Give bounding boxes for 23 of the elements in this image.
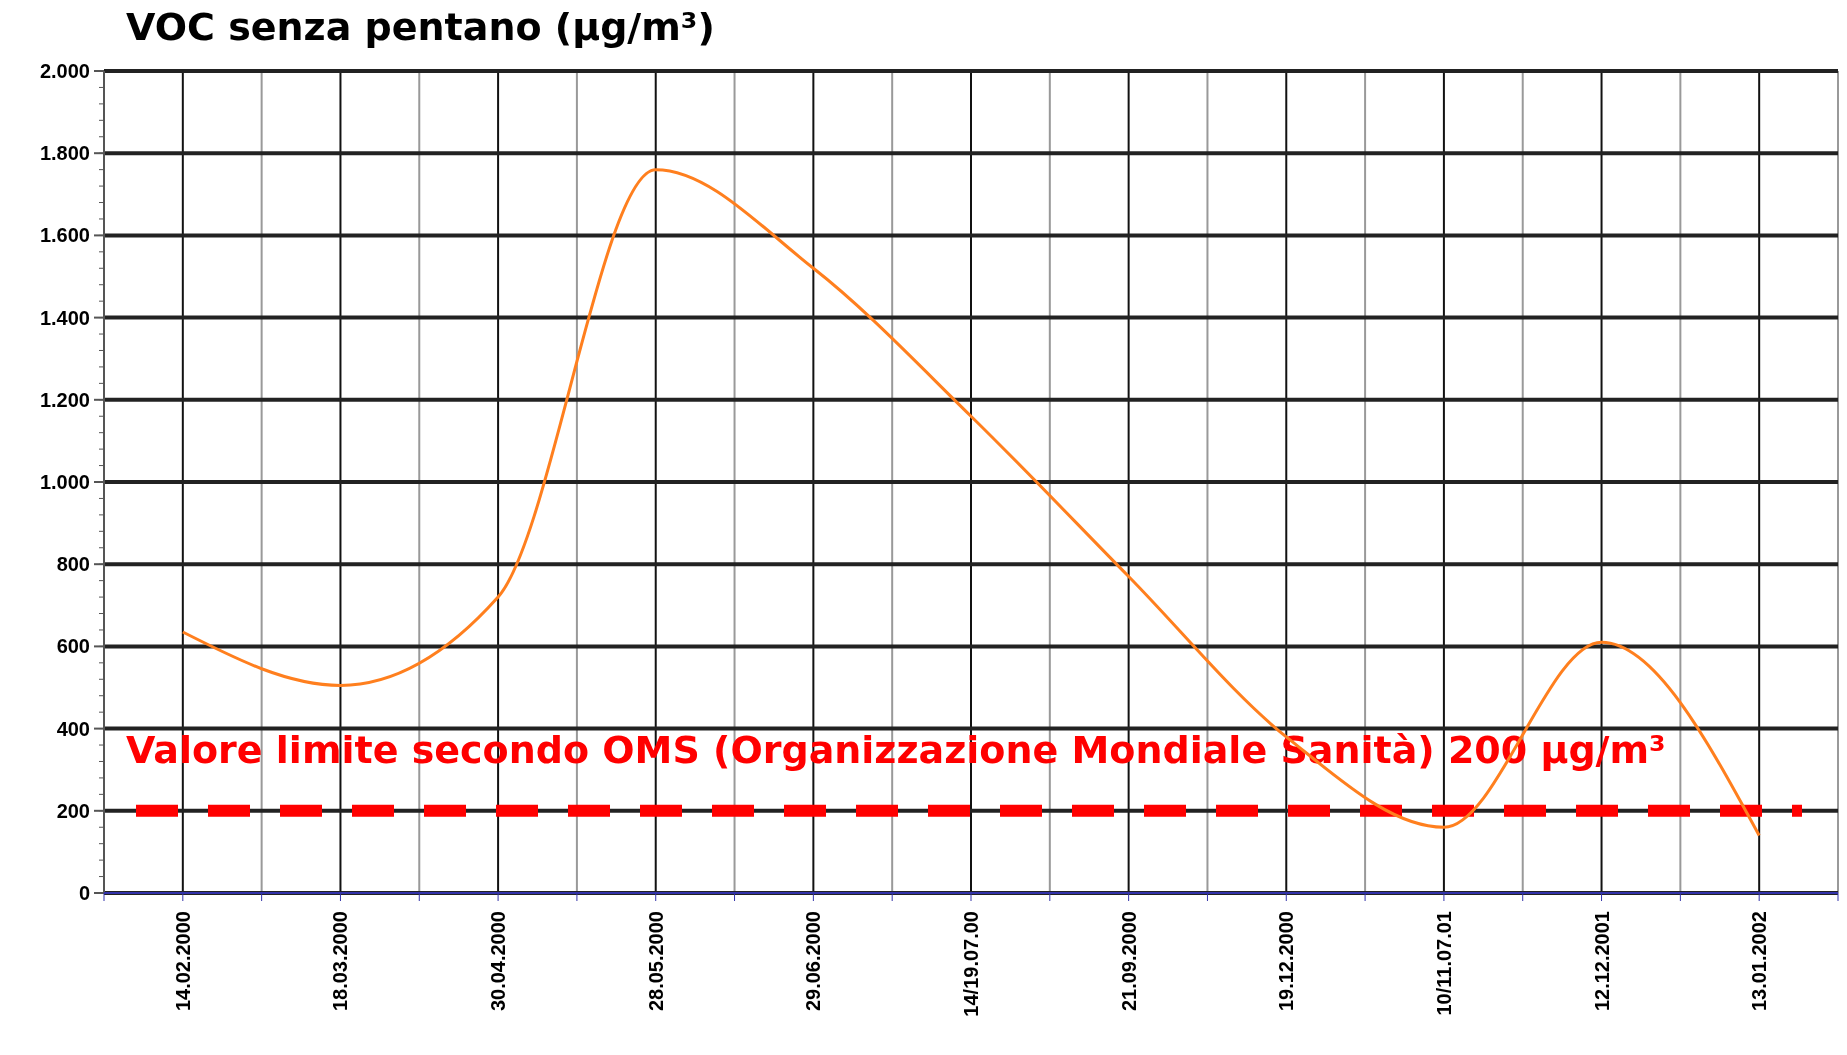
x-tick-label: 28.05.2000 (644, 911, 667, 1012)
chart-title: VOC senza pentano (µg/m³) (126, 5, 715, 49)
x-tick-label: 29.06.2000 (802, 911, 825, 1012)
y-tick-label: 2.000 (39, 60, 90, 82)
y-tick-label: 400 (56, 717, 90, 740)
y-tick-label: 1.800 (39, 142, 90, 165)
x-tick-label: 13.01.2002 (1748, 911, 1771, 1012)
x-tick-label: 30.04.2000 (487, 911, 510, 1012)
x-tick-label: 12.12.2001 (1590, 911, 1613, 1012)
y-tick-label: 800 (56, 553, 90, 576)
x-tick-label: 18.03.2000 (329, 911, 352, 1012)
y-tick-label: 1.200 (39, 388, 90, 411)
x-tick-label: 10/11.07.01 (1432, 911, 1455, 1016)
y-tick-label: 1.400 (39, 306, 90, 329)
y-tick-label: 1.000 (39, 471, 90, 493)
y-tick-label: 1.600 (39, 224, 90, 247)
x-tick-label: 19.12.2000 (1275, 911, 1298, 1012)
y-tick-label: 0 (78, 882, 90, 904)
x-tick-label: 14.02.2000 (171, 911, 194, 1012)
y-tick-label: 600 (56, 635, 90, 658)
x-tick-label: 21.09.2000 (1117, 911, 1140, 1012)
y-tick-label: 200 (56, 799, 90, 822)
x-tick-label: 14/19.07.00 (960, 911, 982, 1017)
